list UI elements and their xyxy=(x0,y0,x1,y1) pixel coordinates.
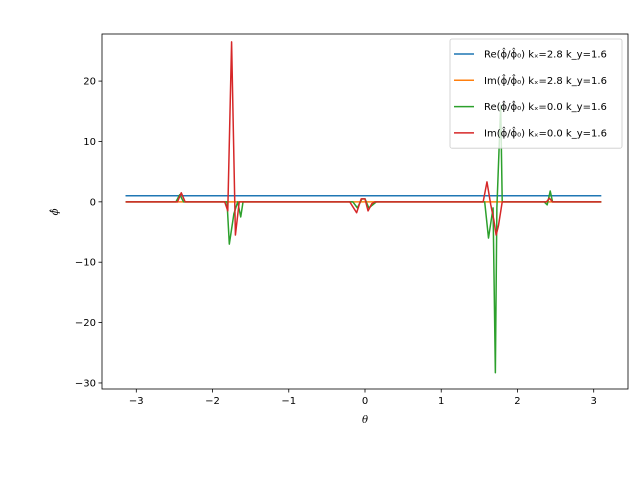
y-axis-ticks: −30 −20 −10 0 10 20 xyxy=(75,77,102,389)
y-tick-label: −10 xyxy=(75,258,96,269)
legend-label: Re(ϕ̂/ϕ̂₀) kₓ=2.8 k_y=1.6 xyxy=(484,47,607,61)
y-tick-label: 0 xyxy=(90,197,96,208)
x-axis-ticks: −3 −2 −1 0 1 2 3 xyxy=(129,389,597,407)
plot-lines xyxy=(125,41,602,374)
x-tick-label: 3 xyxy=(591,396,597,407)
series-line-4 xyxy=(125,41,602,236)
legend: Re(ϕ̂/ϕ̂₀) kₓ=2.8 k_y=1.6 Im(ϕ̂/ϕ̂₀) kₓ=2… xyxy=(449,38,623,149)
legend-label: Im(ϕ̂/ϕ̂₀) kₓ=0.0 k_y=1.6 xyxy=(484,126,607,140)
y-tick-label: −30 xyxy=(75,378,96,389)
legend-label: Re(ϕ̂/ϕ̂₀) kₓ=0.0 k_y=1.6 xyxy=(484,99,607,113)
y-tick-label: 20 xyxy=(83,77,96,88)
y-tick-label: −20 xyxy=(75,318,96,329)
x-tick-label: 0 xyxy=(362,396,368,407)
y-axis-label: ϕ̂ xyxy=(50,208,61,215)
x-tick-label: 2 xyxy=(514,396,520,407)
x-axis-label: θ xyxy=(362,415,368,426)
x-tick-label: 1 xyxy=(438,396,444,407)
x-tick-label: −3 xyxy=(129,396,144,407)
legend-label: Im(ϕ̂/ϕ̂₀) kₓ=2.8 k_y=1.6 xyxy=(484,73,607,87)
x-tick-label: −1 xyxy=(281,396,296,407)
x-tick-label: −2 xyxy=(205,396,220,407)
legend-box xyxy=(449,38,623,149)
y-tick-label: 10 xyxy=(83,137,96,148)
